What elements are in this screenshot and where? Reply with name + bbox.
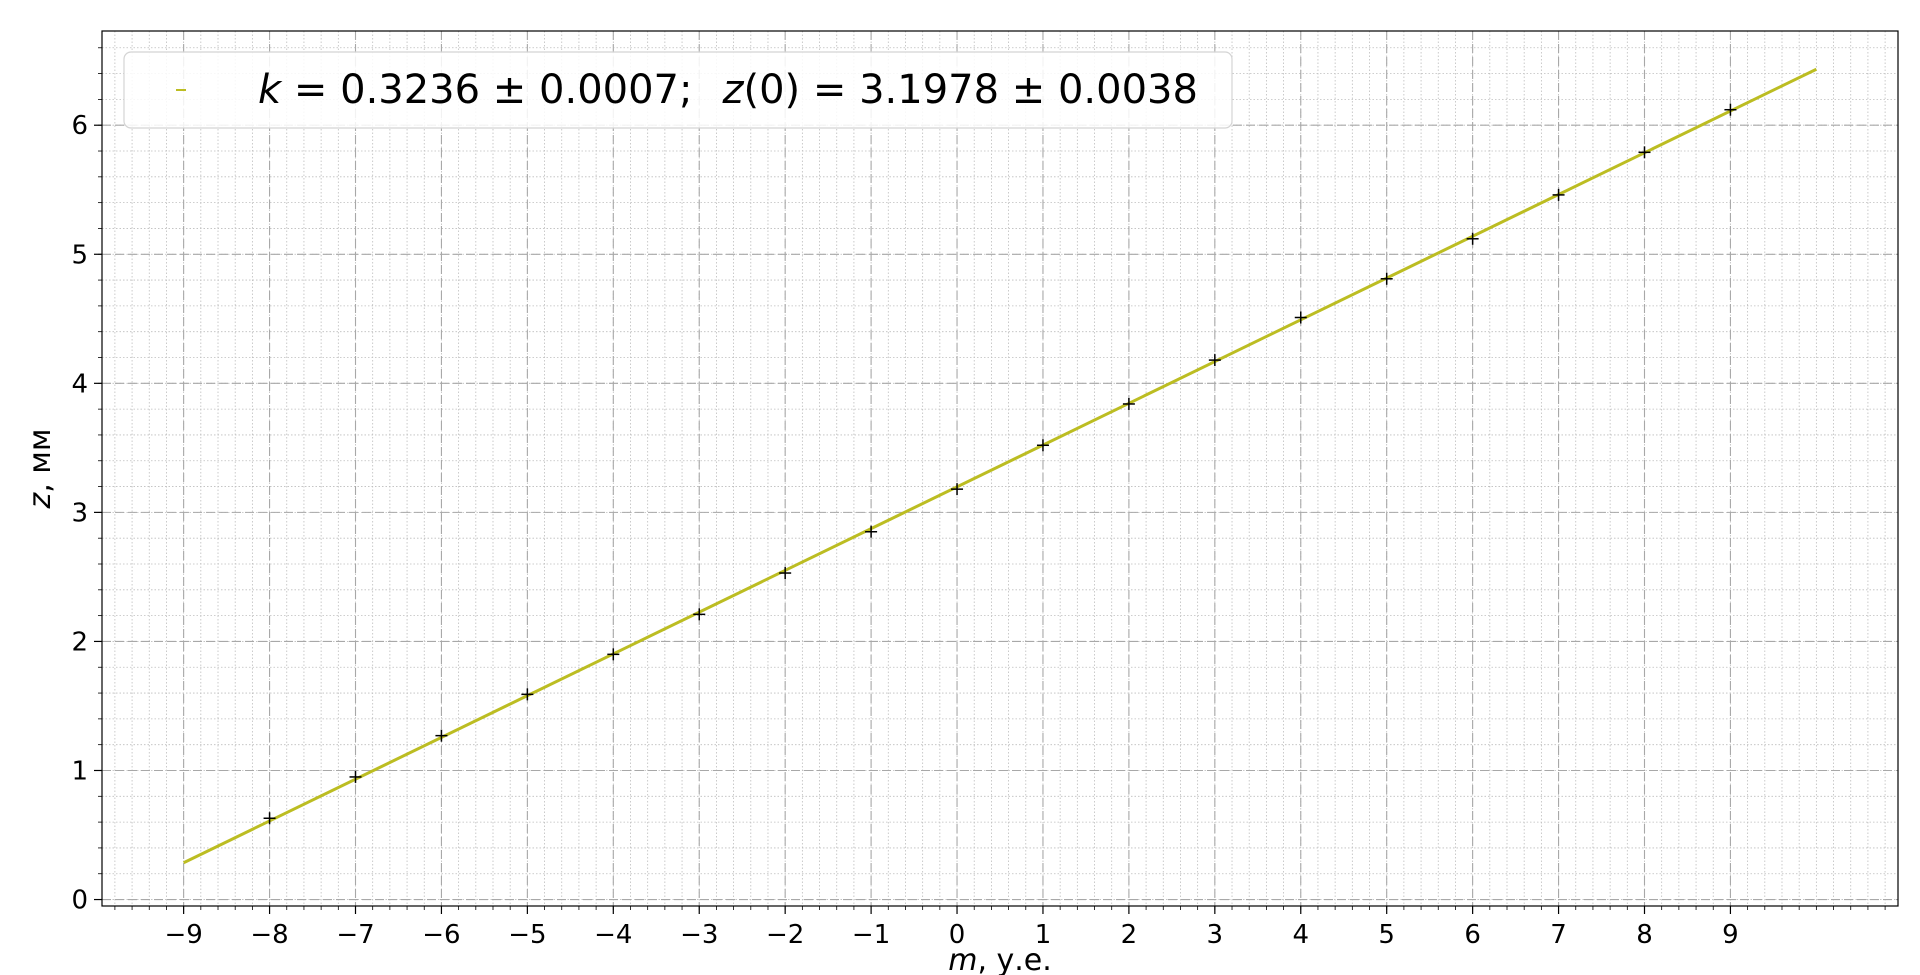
- x-tick-label: −3: [680, 920, 718, 950]
- x-tick-label: 6: [1464, 920, 1481, 950]
- y-tick-label: 4: [71, 369, 88, 399]
- y-tick-label: 2: [71, 627, 88, 657]
- x-tick-label: 4: [1292, 920, 1309, 950]
- data-point: [1380, 272, 1393, 285]
- x-tick-label: 3: [1207, 920, 1224, 950]
- x-tick-label: 7: [1550, 920, 1567, 950]
- data-point: [1724, 103, 1737, 116]
- x-tick-label: 0: [949, 920, 966, 950]
- x-tick-label: 5: [1378, 920, 1395, 950]
- legend: k = 0.3236 ± 0.0007; z(0) = 3.1978 ± 0.00…: [123, 51, 1233, 129]
- x-tick-label: −6: [422, 920, 460, 950]
- plot-frame: [101, 30, 1899, 907]
- x-tick-label: −8: [250, 920, 288, 950]
- data-point: [263, 812, 276, 825]
- data-point: [865, 525, 878, 538]
- data-point: [521, 688, 534, 701]
- data-point: [1036, 439, 1049, 452]
- y-tick-label: 0: [71, 886, 88, 916]
- x-tick-label: −1: [852, 920, 890, 950]
- fit-line-layer: [182, 67, 1818, 865]
- x-tick-label: −4: [594, 920, 632, 950]
- x-axis-label-var: m: [948, 943, 977, 975]
- data-point: [1122, 397, 1135, 410]
- y-tick-label: 1: [71, 756, 88, 786]
- x-tick-label: −5: [508, 920, 546, 950]
- legend-k-value: = 0.3236 ± 0.0007;: [281, 67, 692, 113]
- x-axis-label: m, у.е.: [948, 943, 1052, 975]
- y-axis-label-unit: , мм: [23, 428, 58, 492]
- y-tick-label: 3: [71, 498, 88, 528]
- x-tick-label: 8: [1636, 920, 1653, 950]
- data-point: [951, 483, 964, 496]
- y-axis-label-var: z: [23, 492, 58, 510]
- legend-label: k = 0.3236 ± 0.0007; z(0) = 3.1978 ± 0.00…: [258, 67, 1198, 113]
- data-point: [435, 729, 448, 742]
- y-tick-label: 6: [71, 111, 88, 141]
- x-tick-labels: −9 −8 −7 −6 −5 −4 −3 −2 −1 0 1 2 3 4 5 6 7 8 9: [164, 920, 1738, 950]
- data-point: [779, 567, 792, 580]
- data-point: [349, 770, 362, 783]
- data-point: [1552, 188, 1565, 201]
- legend-k-var: k: [258, 67, 283, 113]
- x-tick-label: −7: [336, 920, 374, 950]
- x-tick-label: 9: [1722, 920, 1739, 950]
- fit-line: [182, 67, 1818, 865]
- data-point: [1208, 354, 1221, 367]
- data-points: [263, 103, 1737, 825]
- data-point: [1294, 311, 1307, 324]
- y-tick-label: 5: [71, 240, 88, 270]
- data-point: [607, 648, 620, 661]
- x-tick-label: −2: [766, 920, 804, 950]
- x-tick-label: 1: [1035, 920, 1052, 950]
- y-tick-labels: 0 1 2 3 4 5 6: [71, 111, 88, 915]
- legend-z-var: z: [721, 67, 744, 113]
- x-axis-label-unit: , у.е.: [977, 943, 1051, 975]
- legend-box: [123, 51, 1233, 129]
- data-point: [693, 608, 706, 621]
- data-point: [1638, 146, 1651, 159]
- y-axis-label: z, мм: [23, 428, 58, 509]
- axis-ticks: [94, 47, 1886, 914]
- x-tick-label: −9: [164, 920, 202, 950]
- x-tick-label: 2: [1121, 920, 1138, 950]
- data-point: [1466, 232, 1479, 245]
- legend-z-value: (0) = 3.1978 ± 0.0038: [743, 67, 1197, 113]
